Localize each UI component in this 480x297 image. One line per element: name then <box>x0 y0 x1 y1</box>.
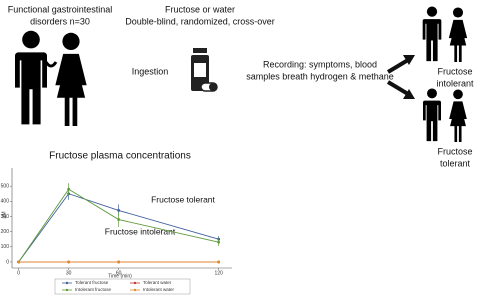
legend-marker <box>133 281 137 285</box>
x-tick-label: 0 <box>17 270 20 276</box>
data-point <box>117 218 121 221</box>
x-axis-label: Time (min) <box>108 273 132 279</box>
y-tick-label: 200 <box>1 229 10 235</box>
design-text: Fructose or water <box>165 4 235 14</box>
outcome-text: intolerant <box>436 78 474 88</box>
annotation: Fructose tolerant <box>151 194 215 204</box>
recording-text: samples breath hydrogen & methane <box>246 71 394 81</box>
population-text: disorders n=30 <box>30 16 90 26</box>
y-tick-label: 400 <box>1 199 10 205</box>
ingestion-text: Ingestion <box>132 66 169 76</box>
legend-label: Intolerant fructose <box>75 287 112 292</box>
chart-title: Fructose plasma concentrations <box>49 151 191 162</box>
legend-label: Intolerant water <box>143 287 175 292</box>
y-axis-label: µM <box>1 211 7 218</box>
y-tick-label: 0 <box>6 259 9 265</box>
outcome-text: tolerant <box>440 158 471 168</box>
arrows <box>386 55 415 99</box>
data-point <box>117 260 121 264</box>
people-icon <box>15 30 87 126</box>
data-point <box>67 260 71 264</box>
recording-text: Recording: symptoms, blood <box>263 59 377 69</box>
data-point <box>217 240 221 244</box>
design-text: Double-blind, randomized, cross-over <box>125 16 275 26</box>
x-tick-label: 60 <box>116 270 122 276</box>
y-tick-label: 100 <box>1 244 10 250</box>
data-point <box>217 260 221 264</box>
legend-marker <box>133 288 137 292</box>
y-tick-label: 300 <box>1 214 10 220</box>
legend-box <box>54 278 191 295</box>
population-text: Functional gastrointestinal <box>8 4 113 14</box>
data-point <box>67 187 71 191</box>
legend-label: Tolerant fructose <box>75 280 109 285</box>
y-tick-label: 500 <box>1 184 10 190</box>
x-tick-label: 120 <box>214 270 223 276</box>
legend-marker <box>65 281 69 285</box>
data-point <box>17 260 21 264</box>
legend-marker <box>65 288 69 292</box>
plot: 0 100 200 300 400 500 0 30 60 120 Tolerant fructos… <box>1 168 232 295</box>
data-point <box>117 209 121 212</box>
series-line <box>18 193 219 263</box>
legend-label: Tolerant water <box>143 280 172 285</box>
bottle-icon <box>191 48 218 92</box>
x-tick-label: 30 <box>66 270 72 276</box>
outcome-text: Fructose <box>437 66 472 76</box>
outcome-text: Fructose <box>437 146 472 156</box>
annotation: Fructose intolerant <box>105 226 176 236</box>
series-line <box>18 188 219 263</box>
